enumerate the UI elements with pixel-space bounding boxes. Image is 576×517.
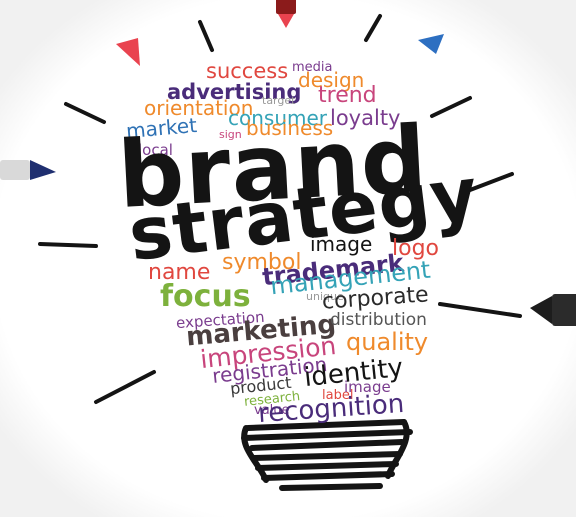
word-symbol: symbol: [222, 250, 302, 275]
word-distribution: distribution: [330, 310, 427, 330]
word-logo: logo: [392, 236, 439, 261]
word-loyalty: loyalty: [330, 106, 401, 130]
word-value: value: [254, 403, 290, 418]
word-local: local: [138, 141, 173, 159]
word-label: label: [322, 388, 354, 403]
ray: [364, 14, 382, 42]
word-trend: trend: [318, 83, 377, 108]
word-focus: focus: [160, 279, 251, 314]
word-business: business: [246, 116, 334, 140]
marker-pen-black-right: [530, 294, 576, 326]
ray: [94, 370, 156, 404]
bulb-base-scribble: [241, 419, 413, 491]
word-media: media: [292, 60, 333, 75]
word-quality: quality: [346, 328, 429, 356]
word-target: target: [262, 94, 296, 107]
marker-pen-navy-left: [0, 160, 56, 180]
word-image: image: [310, 232, 373, 256]
word-success: success: [206, 59, 289, 83]
ray: [438, 302, 522, 318]
word-design: design: [298, 68, 365, 92]
marker-pen-red-left: [116, 38, 140, 66]
light-rays: [38, 14, 522, 404]
ray: [38, 242, 98, 248]
ray: [198, 20, 214, 52]
word-name: name: [148, 260, 211, 285]
ray: [430, 96, 472, 118]
word-unique: unique: [306, 290, 344, 303]
word-orientation: orientation: [144, 96, 254, 120]
ray: [64, 102, 106, 124]
word-sign: sign: [219, 128, 242, 141]
word-image-small: image: [344, 378, 391, 396]
marker-pen-red-top: [276, 0, 296, 28]
ray: [468, 172, 514, 192]
word-consumer: consumer: [228, 106, 328, 130]
marker-pen-blue-right: [418, 34, 444, 54]
word-advertising: advertising: [167, 80, 302, 104]
